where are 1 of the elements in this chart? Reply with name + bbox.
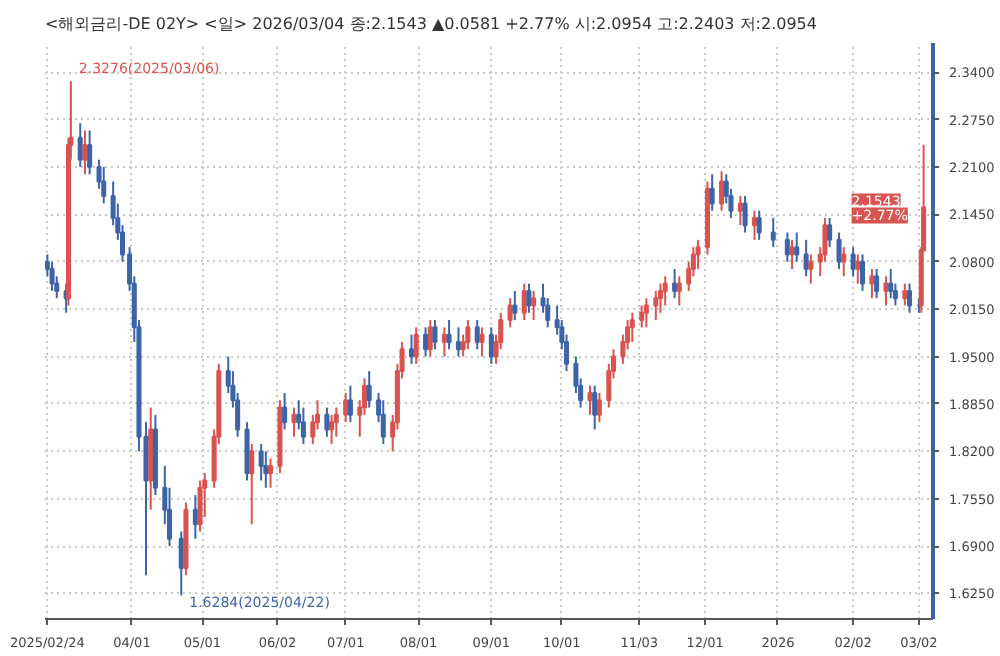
chart-title: <해외금리-DE 02Y> <일> 2026/03/04 종:2.1543 ▲0.0581 +2.77% 시:2.0954 고:2.2403 저:2.0954 bbox=[45, 15, 817, 33]
